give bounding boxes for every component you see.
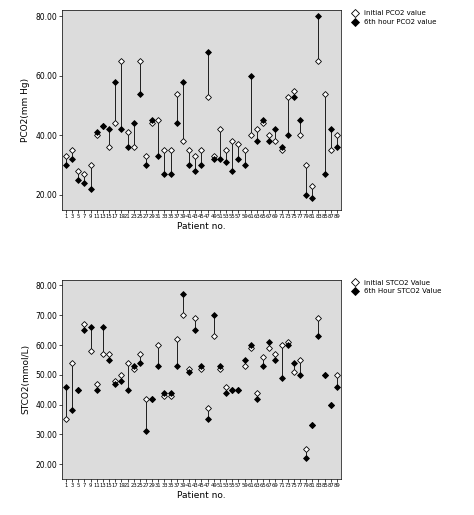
Legend: initial PCO2 value, 6th hour PCO2 value: initial PCO2 value, 6th hour PCO2 value (347, 10, 438, 26)
X-axis label: Patient no.: Patient no. (177, 491, 226, 500)
Y-axis label: PCO2(mm Hg): PCO2(mm Hg) (21, 78, 30, 142)
Legend: initial STCO2 Value, 6th Hour STCO2 Value: initial STCO2 Value, 6th Hour STCO2 Valu… (347, 279, 442, 295)
X-axis label: Patient no.: Patient no. (177, 221, 226, 231)
Y-axis label: STCO2(mmol/L): STCO2(mmol/L) (21, 344, 30, 414)
